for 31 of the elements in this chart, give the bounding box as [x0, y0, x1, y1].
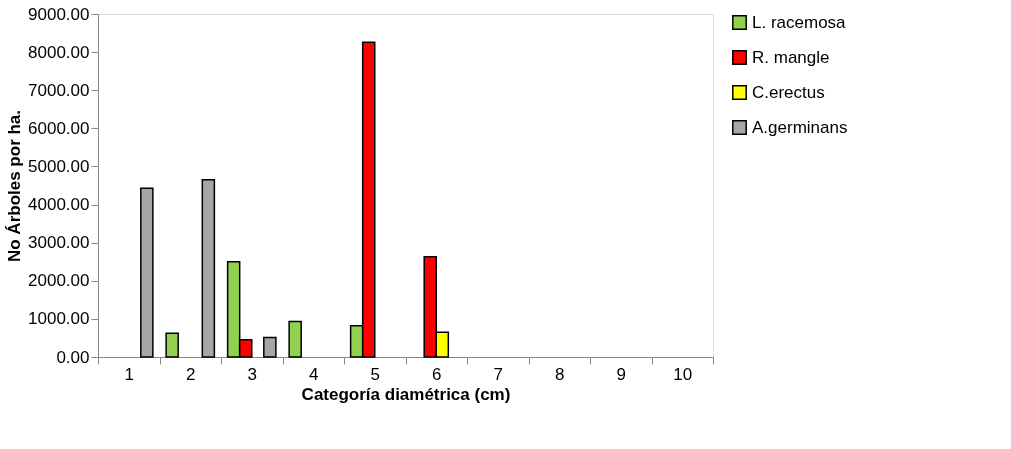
y-tick-label: 7000.00 — [28, 80, 90, 100]
x-tick-label: 6 — [432, 364, 442, 384]
y-tick-label: 5000.00 — [28, 156, 90, 176]
x-tick-label: 8 — [555, 364, 565, 384]
legend-label: L. racemosa — [752, 12, 847, 32]
y-tick-label: 3000.00 — [28, 233, 90, 253]
bar — [288, 320, 302, 358]
legend-label: C.erectus — [752, 82, 825, 102]
x-tick-label: 9 — [616, 364, 626, 384]
x-tick-label: 7 — [493, 364, 503, 384]
x-tick-label: 3 — [247, 364, 257, 384]
y-tick-label: 8000.00 — [28, 42, 90, 62]
bar — [165, 332, 179, 358]
y-tick-label: 1000.00 — [28, 309, 90, 329]
y-axis-title: No Árboles por ha. — [5, 109, 25, 263]
x-tick-label: 4 — [309, 364, 319, 384]
y-tick-label: 0.00 — [56, 347, 90, 367]
y-tick-label: 2000.00 — [28, 271, 90, 291]
x-tick-label: 2 — [186, 364, 196, 384]
legend-label: R. mangle — [752, 47, 830, 67]
bar — [263, 336, 277, 358]
bar — [201, 179, 216, 358]
legend-label: A.germinans — [752, 117, 848, 137]
x-tick-label: 10 — [673, 364, 693, 384]
x-axis-title: Categoría diamétrica (cm) — [301, 384, 511, 404]
bar — [140, 187, 154, 358]
x-tick-label: 5 — [370, 364, 380, 384]
y-tick-label: 4000.00 — [28, 195, 90, 215]
y-tick-label: 9000.00 — [28, 4, 90, 24]
y-tick-label: 6000.00 — [28, 118, 90, 138]
x-tick-label: 1 — [124, 364, 134, 384]
